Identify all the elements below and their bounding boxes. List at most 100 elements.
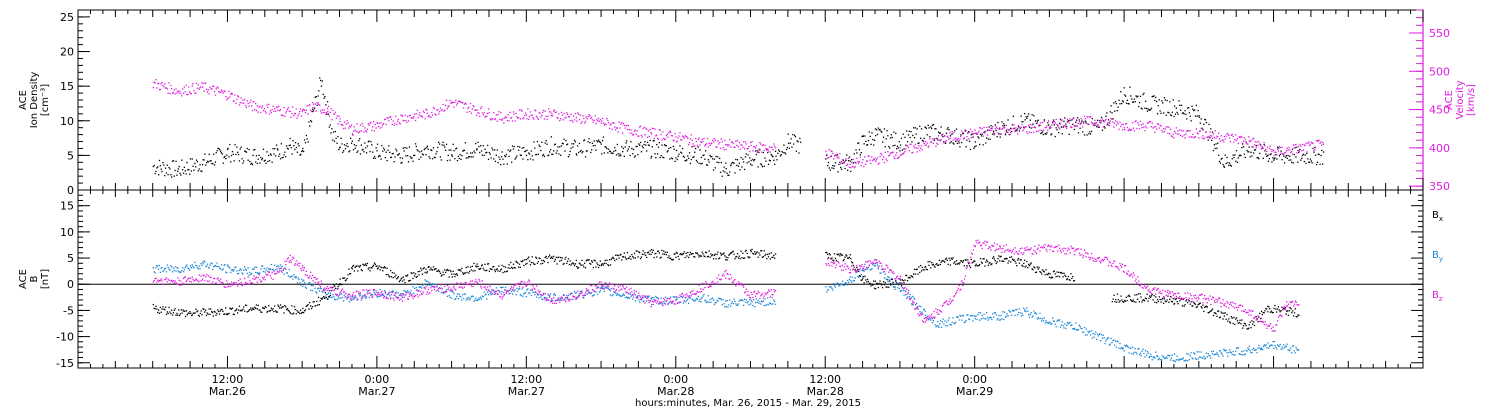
by-point (915, 302, 918, 304)
bx-point (1296, 316, 1298, 318)
density-point (1277, 147, 1280, 149)
density-point (1144, 107, 1146, 109)
bx-point (1143, 300, 1146, 302)
bx-point (422, 268, 424, 270)
by-point (674, 296, 676, 298)
by-point (746, 302, 748, 304)
bx-point (902, 280, 904, 282)
density-point (339, 146, 341, 148)
density-point (828, 167, 830, 169)
bx-point (566, 262, 568, 264)
velocity-point (628, 129, 630, 131)
by-point (237, 273, 239, 275)
velocity-point (584, 122, 586, 124)
density-point (1207, 139, 1209, 141)
velocity-point (380, 122, 382, 124)
velocity-point (243, 102, 245, 104)
velocity-point (504, 116, 507, 118)
bx-point (1285, 313, 1287, 315)
by-point (207, 266, 210, 269)
density-point (574, 141, 577, 143)
velocity-point (680, 139, 682, 141)
by-point (601, 288, 603, 290)
bx-point (271, 309, 273, 311)
density-point (1266, 155, 1268, 157)
by-point (586, 293, 588, 295)
bx-point (561, 257, 563, 259)
bx-point (758, 252, 760, 254)
bx-point (1123, 301, 1125, 303)
velocity-point (410, 117, 412, 119)
density-point (580, 149, 582, 152)
density-point (1301, 154, 1304, 157)
velocity-point (923, 142, 925, 144)
velocity-point (1295, 143, 1297, 146)
bx-point (366, 262, 369, 265)
density-point (832, 165, 834, 167)
by-point (730, 302, 733, 305)
bx-point (496, 268, 498, 270)
velocity-point (1198, 137, 1200, 139)
bx-point (631, 253, 633, 256)
bx-point (833, 260, 835, 262)
by-point (722, 299, 724, 301)
by-point (613, 291, 615, 293)
velocity-point (1087, 116, 1089, 118)
by-point (663, 300, 665, 303)
by-point (515, 294, 517, 296)
by-point (411, 293, 413, 295)
density-point (910, 131, 912, 133)
velocity-point (546, 118, 548, 120)
velocity-point (587, 115, 589, 118)
velocity-point (1009, 129, 1011, 131)
velocity-point (425, 108, 427, 110)
bx-point (1017, 258, 1020, 260)
velocity-point (334, 113, 336, 115)
density-point (991, 127, 993, 129)
bx-point (741, 257, 743, 259)
bx-point (376, 268, 379, 270)
density-point (413, 154, 415, 157)
velocity-point (1093, 122, 1095, 124)
by-point (736, 304, 739, 306)
velocity-point (641, 136, 643, 138)
velocity-point (464, 102, 466, 104)
bx-point (356, 265, 358, 267)
bx-point (597, 266, 600, 269)
velocity-point (372, 126, 374, 128)
density-point (864, 135, 866, 137)
bx-point (925, 268, 927, 270)
by-point (680, 301, 682, 303)
velocity-point (411, 117, 413, 119)
density-point (1100, 116, 1103, 118)
by-point (772, 303, 774, 305)
velocity-point (1173, 130, 1176, 132)
density-point (962, 132, 965, 134)
by-point (518, 288, 521, 290)
velocity-point (362, 125, 364, 127)
velocity-point (396, 123, 398, 126)
velocity-point (906, 145, 908, 147)
density-point (913, 127, 915, 129)
velocity-point (647, 130, 650, 132)
bx-point (239, 310, 241, 312)
velocity-point (657, 138, 660, 140)
density-point (970, 134, 972, 136)
density-point (663, 144, 666, 146)
velocity-point (706, 137, 709, 140)
velocity-point (487, 108, 490, 110)
velocity-point (1041, 129, 1043, 131)
by-point (588, 292, 590, 294)
by-point (158, 268, 160, 270)
density-point (859, 154, 861, 156)
bx-point (679, 253, 681, 256)
density-point (281, 157, 283, 159)
density-axis-tick-label: 0 (67, 184, 74, 197)
velocity-point (1126, 126, 1128, 129)
bx-point (1198, 302, 1201, 305)
bx-point (380, 266, 382, 268)
by-point (471, 295, 473, 297)
density-point (915, 133, 917, 135)
by-point (732, 302, 734, 305)
density-point (1217, 142, 1219, 144)
